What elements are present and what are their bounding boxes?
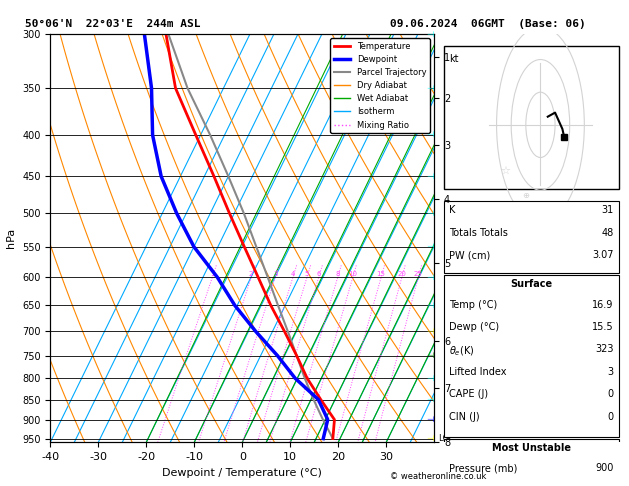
Text: ⊣: ⊣: [426, 351, 434, 360]
Text: ⊣: ⊣: [426, 415, 434, 424]
Text: 900: 900: [595, 463, 613, 473]
FancyBboxPatch shape: [443, 46, 619, 189]
Text: Temp (°C): Temp (°C): [449, 299, 498, 310]
Text: Lifted Index: Lifted Index: [449, 367, 506, 377]
Text: kt: kt: [449, 54, 459, 65]
Text: 31: 31: [601, 206, 613, 215]
Text: Surface: Surface: [510, 279, 552, 289]
Text: ⊣: ⊣: [426, 209, 434, 218]
Text: CAPE (J): CAPE (J): [449, 389, 488, 399]
Text: 50°06'N  22°03'E  244m ASL: 50°06'N 22°03'E 244m ASL: [25, 19, 201, 30]
Text: 3: 3: [608, 367, 613, 377]
Text: ⊣: ⊣: [426, 130, 434, 139]
Text: © weatheronline.co.uk: © weatheronline.co.uk: [390, 472, 486, 481]
Text: 48: 48: [601, 228, 613, 238]
Text: ⊣: ⊣: [426, 172, 434, 181]
Text: 15.5: 15.5: [592, 322, 613, 332]
Text: Dewp (°C): Dewp (°C): [449, 322, 499, 332]
Text: 323: 323: [595, 345, 613, 354]
Text: 8: 8: [335, 271, 340, 278]
FancyBboxPatch shape: [443, 439, 619, 486]
Text: ⊣: ⊣: [426, 301, 434, 310]
Text: ☆: ☆: [500, 166, 510, 176]
Text: $\theta_e$(K): $\theta_e$(K): [449, 345, 475, 358]
Text: 09.06.2024  06GMT  (Base: 06): 09.06.2024 06GMT (Base: 06): [390, 19, 586, 30]
Text: 25: 25: [414, 271, 423, 278]
Text: CIN (J): CIN (J): [449, 412, 480, 422]
Text: 20: 20: [398, 271, 406, 278]
Text: ⊣: ⊣: [426, 374, 434, 383]
Text: ⊣: ⊣: [426, 84, 434, 93]
Text: 5: 5: [305, 271, 309, 278]
Text: 4: 4: [291, 271, 295, 278]
Text: Pressure (mb): Pressure (mb): [449, 463, 518, 473]
Text: 15: 15: [377, 271, 386, 278]
Text: Most Unstable: Most Unstable: [492, 443, 571, 453]
Text: ⊣: ⊣: [426, 273, 434, 282]
Text: ⊣: ⊣: [426, 395, 434, 404]
Text: ⊣: ⊣: [426, 30, 434, 38]
Text: 2: 2: [249, 271, 253, 278]
Text: 3.07: 3.07: [592, 250, 613, 260]
Text: PW (cm): PW (cm): [449, 250, 490, 260]
Text: 0: 0: [608, 389, 613, 399]
Text: ⊣: ⊣: [426, 242, 434, 251]
Text: 16.9: 16.9: [592, 299, 613, 310]
FancyBboxPatch shape: [443, 201, 619, 273]
Legend: Temperature, Dewpoint, Parcel Trajectory, Dry Adiabat, Wet Adiabat, Isotherm, Mi: Temperature, Dewpoint, Parcel Trajectory…: [330, 38, 430, 133]
Text: 10: 10: [348, 271, 357, 278]
Text: 0: 0: [608, 412, 613, 422]
Text: ⊣: ⊣: [426, 327, 434, 336]
X-axis label: Dewpoint / Temperature (°C): Dewpoint / Temperature (°C): [162, 468, 322, 478]
Text: LCL: LCL: [438, 434, 453, 443]
FancyBboxPatch shape: [443, 275, 619, 437]
Text: 1: 1: [210, 271, 214, 278]
Text: K: K: [449, 206, 455, 215]
Y-axis label: hPa: hPa: [6, 228, 16, 248]
Text: 6: 6: [316, 271, 321, 278]
Text: 3: 3: [273, 271, 277, 278]
Text: Totals Totals: Totals Totals: [449, 228, 508, 238]
Text: ⊕: ⊕: [522, 191, 529, 200]
Text: ⊣: ⊣: [426, 434, 434, 443]
